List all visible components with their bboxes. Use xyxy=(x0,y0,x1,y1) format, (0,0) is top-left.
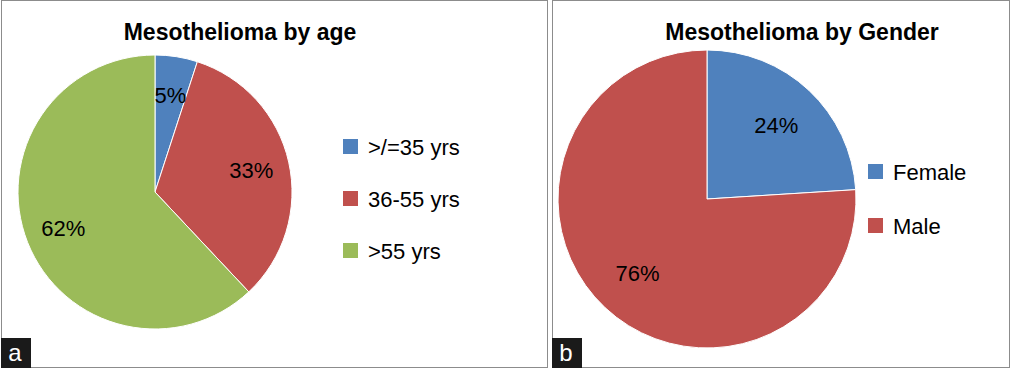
panel-label: b xyxy=(559,339,572,366)
panel-label-box xyxy=(552,338,582,368)
panel-frame xyxy=(2,1,548,368)
chart-title: Mesothelioma by age xyxy=(124,19,357,45)
panel: Mesothelioma by age 5% 33% 62% >/=35 yrs 36-5… xyxy=(1,1,548,368)
panel-label: a xyxy=(8,339,22,366)
legend-label: 36-55 yrs xyxy=(368,187,460,212)
legend-label: Female xyxy=(893,160,966,185)
data-label: 33% xyxy=(229,158,273,183)
pie-slice xyxy=(707,50,856,199)
legend-swatch xyxy=(343,243,358,258)
data-label: 62% xyxy=(41,216,85,241)
slices xyxy=(18,55,292,329)
legend-swatch xyxy=(343,139,358,154)
data-label: 5% xyxy=(155,83,187,108)
figure: Mesothelioma by age 5% 33% 62% >/=35 yrs 36-5… xyxy=(0,0,1011,368)
data-label: 76% xyxy=(616,261,660,286)
legend-label: Male xyxy=(893,214,941,239)
legend-swatch xyxy=(343,191,358,206)
panel: Mesothelioma by Gender 24% 76% Female Male b xyxy=(552,1,1010,368)
legend-label: >55 yrs xyxy=(368,239,441,264)
legend-swatch xyxy=(868,164,883,179)
panel-frame xyxy=(553,1,1010,368)
panel-label-box xyxy=(1,338,31,368)
legend: Female Male xyxy=(868,160,966,239)
pie-slice xyxy=(18,55,249,329)
data-label: 24% xyxy=(754,113,798,138)
legend-swatch xyxy=(868,218,883,233)
legend: >/=35 yrs 36-55 yrs >55 yrs xyxy=(343,135,460,264)
chart-title: Mesothelioma by Gender xyxy=(665,19,939,45)
slices xyxy=(558,50,856,348)
legend-label: >/=35 yrs xyxy=(368,135,460,160)
pie-slice xyxy=(558,50,856,348)
